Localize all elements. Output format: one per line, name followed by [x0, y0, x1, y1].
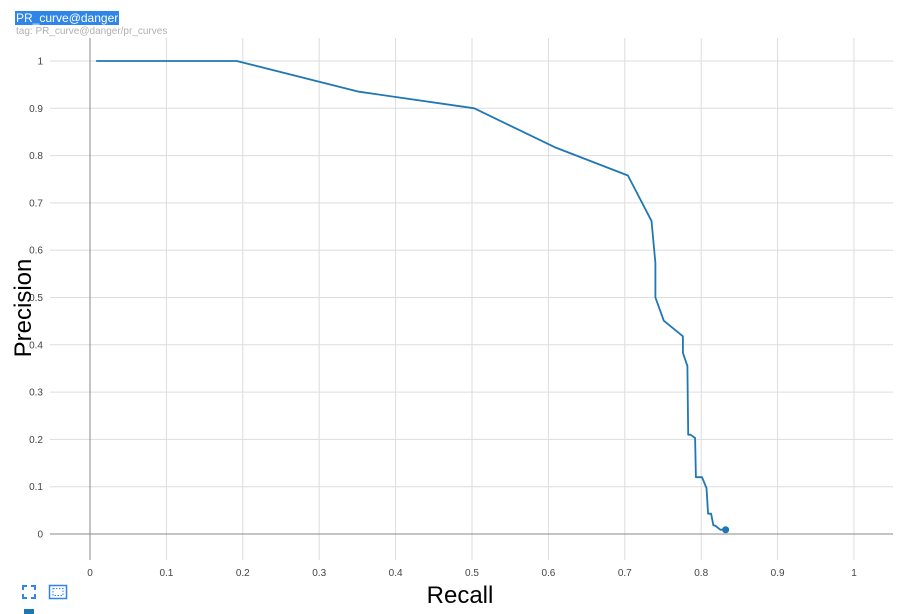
x-tick-label: 0.7 — [618, 568, 632, 579]
x-tick-label: 1 — [851, 568, 857, 579]
legend-color-swatch — [24, 609, 34, 614]
gridlines — [50, 38, 893, 560]
x-tick-label: 0 — [87, 568, 93, 579]
y-tick-label: 0 — [37, 530, 43, 541]
y-tick-label: 0.6 — [29, 246, 43, 257]
y-tick-label: 0.9 — [29, 104, 43, 115]
fit-domain-button[interactable] — [19, 582, 39, 602]
series-layer — [96, 60, 730, 534]
y-tick-label: 0.2 — [29, 435, 43, 446]
y-tick-label: 0.7 — [29, 198, 43, 209]
series-line — [96, 60, 726, 531]
x-tick-label: 0.3 — [312, 568, 326, 579]
x-axis-label: Recall — [426, 582, 494, 609]
chart-title: PR_curve@danger — [15, 11, 120, 25]
y-tick-label: 0.4 — [29, 340, 43, 351]
y-tick-label: 1 — [37, 57, 43, 68]
x-tick-label: 0.2 — [236, 568, 250, 579]
x-tick-label: 0.8 — [694, 568, 708, 579]
y-tick-label: 0.8 — [29, 151, 43, 162]
selection-zoom-button[interactable] — [48, 582, 68, 602]
x-tick-label: 0.6 — [541, 568, 555, 579]
fit-domain-icon — [19, 582, 39, 602]
y-tick-label: 0.3 — [29, 388, 43, 399]
series-end-point — [722, 526, 730, 534]
y-tick-label: 0.5 — [29, 293, 43, 304]
selection-zoom-icon — [48, 584, 68, 600]
y-axis-label: Precision — [10, 258, 37, 358]
chart-tag: tag: PR_curve@danger/pr_curves — [16, 26, 168, 37]
tick-labels: 0 0.1 0.2 0.3 0.4 0.5 0.6 0.7 0.8 0.9 1 0 0.1 0.2 0.3 0… — [29, 57, 857, 580]
x-tick-label: 0.9 — [771, 568, 785, 579]
axes — [50, 38, 893, 560]
x-tick-label: 0.4 — [389, 568, 403, 579]
x-tick-label: 0.1 — [159, 568, 173, 579]
x-tick-label: 0.5 — [465, 568, 479, 579]
y-tick-label: 0.1 — [29, 482, 43, 493]
